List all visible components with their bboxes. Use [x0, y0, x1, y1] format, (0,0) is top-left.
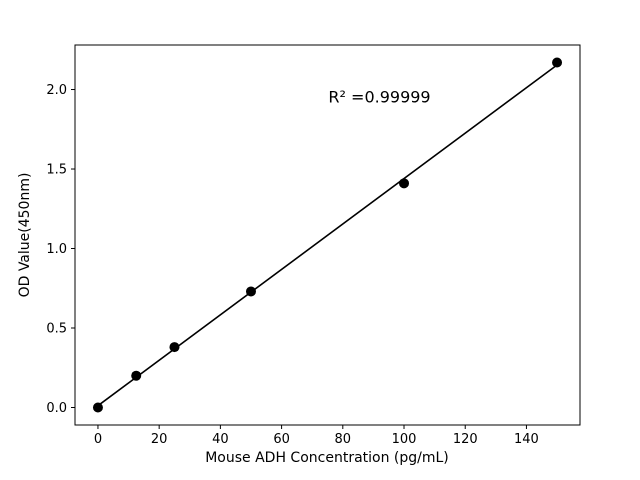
y-tick-label: 1.5 — [46, 163, 67, 178]
data-point — [245, 286, 256, 297]
y-tick-label: 0.5 — [46, 322, 67, 337]
data-point — [131, 370, 142, 381]
data-point — [399, 178, 410, 189]
y-tick-label: 2.0 — [46, 83, 67, 98]
x-tick-label: 140 — [514, 432, 539, 447]
x-tick-label: 40 — [212, 432, 229, 447]
data-point — [169, 342, 180, 353]
y-tick-label: 1.0 — [46, 242, 67, 257]
x-tick-label: 80 — [335, 432, 352, 447]
x-tick-label: 100 — [392, 432, 417, 447]
data-point — [92, 402, 103, 413]
x-tick-label: 0 — [94, 432, 102, 447]
x-tick-label: 120 — [453, 432, 478, 447]
y-axis-label: OD Value(450nm) — [17, 172, 33, 298]
data-point — [552, 57, 563, 68]
x-tick-label: 20 — [151, 432, 168, 447]
x-axis-label: Mouse ADH Concentration (pg/mL) — [205, 450, 449, 466]
fit-line — [97, 64, 558, 407]
x-tick-label: 60 — [273, 432, 290, 447]
y-tick-label: 0.0 — [46, 401, 67, 416]
axes-frame — [74, 44, 581, 426]
r-squared-annotation: R² =0.99999 — [328, 87, 431, 107]
